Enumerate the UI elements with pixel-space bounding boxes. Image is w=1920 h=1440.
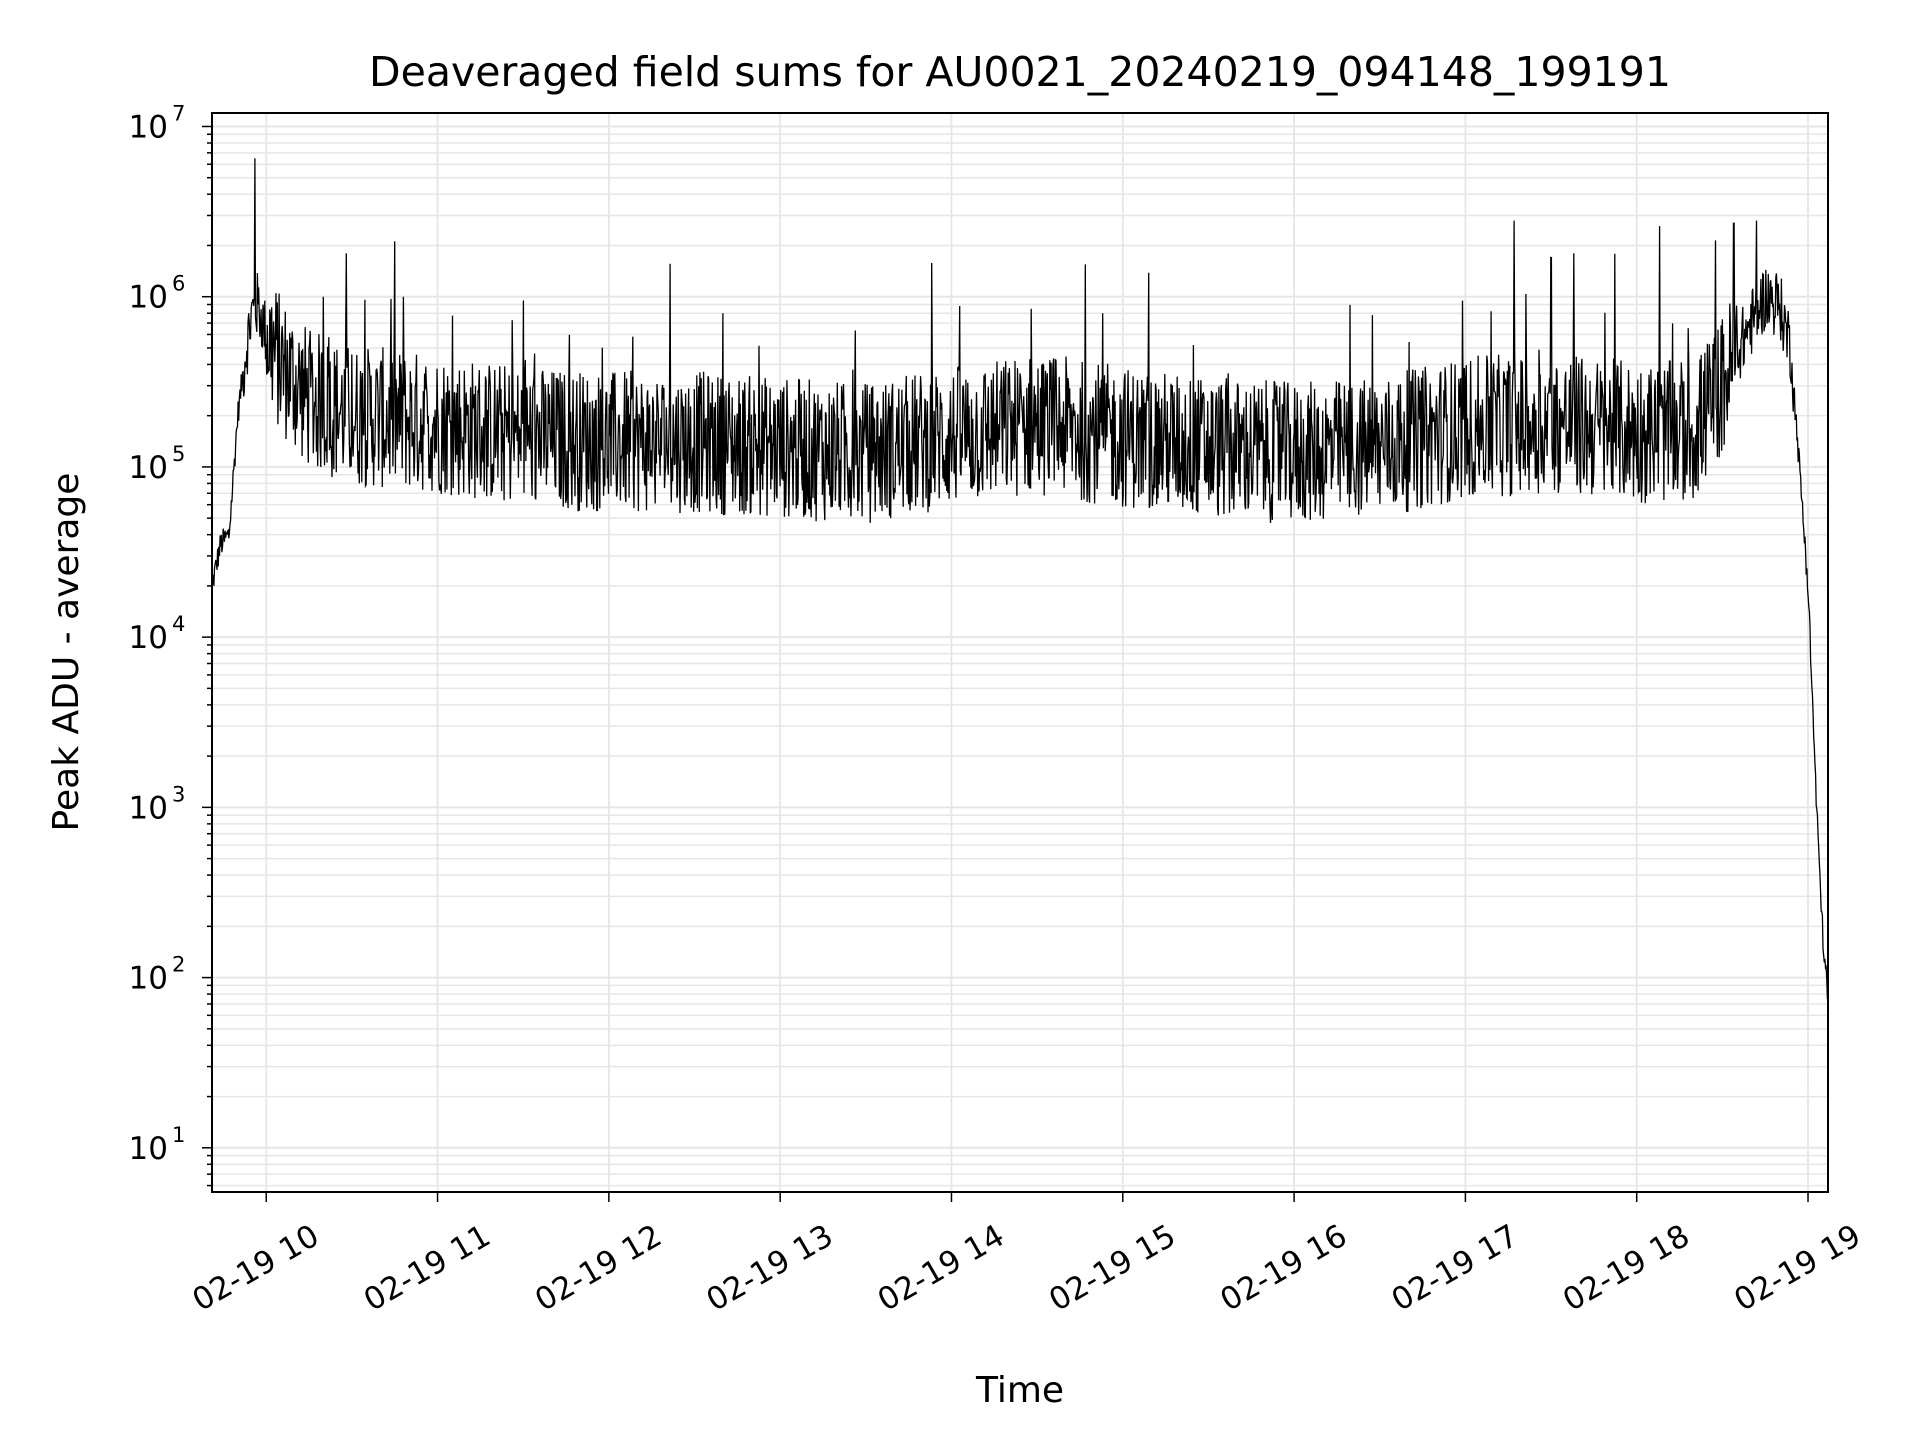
y-tick-label: 10 [129, 961, 168, 997]
y-axis-label: Peak ADU - average [46, 473, 87, 832]
grid-layer [212, 113, 1828, 1192]
data-series-line [212, 158, 1828, 1002]
y-tick-exponent: 3 [172, 782, 185, 806]
y-tick-exponent: 6 [172, 272, 185, 296]
y-tick-exponent: 2 [172, 953, 185, 977]
plot-frame [211, 112, 1829, 1193]
y-tick-exponent: 4 [172, 612, 185, 636]
x-axis-label: Time [975, 1370, 1064, 1411]
y-tick-label: 10 [129, 450, 168, 486]
y-tick-exponent: 1 [172, 1123, 185, 1147]
plot-area [212, 158, 1828, 1002]
y-tick-label: 10 [129, 109, 168, 145]
y-tick-exponent: 7 [172, 101, 185, 125]
y-tick-label: 10 [129, 620, 168, 656]
chart-title: Deaveraged field sums for AU0021_2024021… [369, 48, 1671, 96]
y-tick-label: 10 [129, 280, 168, 316]
y-tick-exponent: 5 [172, 442, 185, 466]
y-tick-label: 10 [129, 1131, 168, 1167]
y-tick-label: 10 [129, 790, 168, 826]
